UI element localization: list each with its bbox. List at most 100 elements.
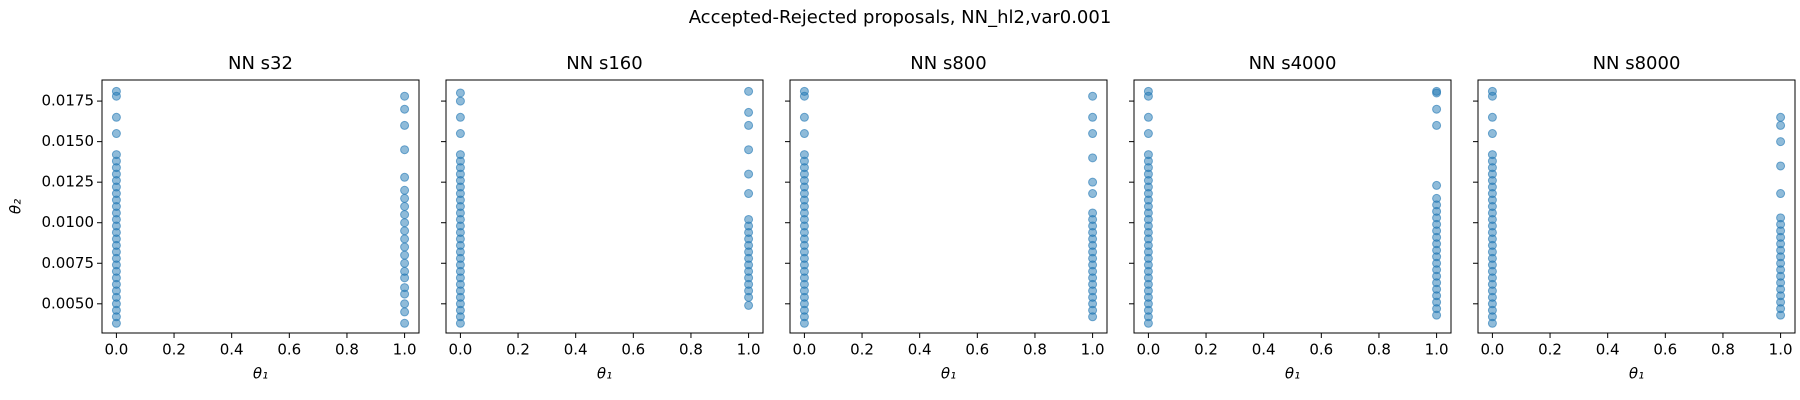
x-tick-label: 1.0 [737,341,761,359]
x-axis-label: θ₁ [253,365,268,383]
x-tick-label: 0.8 [1711,341,1735,359]
point [744,300,754,310]
x-tick-label: 0.2 [1538,341,1562,359]
x-axis-label: θ₁ [941,365,956,383]
point [1432,180,1442,190]
point [1088,91,1098,101]
point [400,104,410,114]
point [1432,120,1442,130]
point [1776,112,1786,122]
point [799,86,809,96]
point [1487,112,1497,122]
point [744,120,754,130]
y-axis-label: θ₂ [7,199,25,214]
x-tick-label: 1.0 [1081,341,1105,359]
point [400,266,410,276]
point [400,250,410,260]
axes-frame [789,79,1108,334]
point [455,112,465,122]
point [400,307,410,317]
point [400,226,410,236]
x-tick-label: 0.8 [1023,341,1047,359]
point [400,91,410,101]
point [744,189,754,199]
point [1432,86,1442,96]
point [1088,129,1098,139]
point [744,107,754,117]
figure-title: Accepted-Rejected proposals, NN_hl2,var0… [689,7,1112,28]
point [1143,112,1153,122]
x-tick-label: 0.0 [448,341,472,359]
x-tick-label: 0.8 [335,341,359,359]
point [1776,137,1786,147]
x-tick-label: 1.0 [393,341,417,359]
x-tick-label: 0.2 [506,341,530,359]
y-tick-label: 0.0075 [42,254,95,272]
point [400,242,410,252]
x-axis-label: θ₁ [597,365,612,383]
y-tick-label: 0.0150 [42,132,95,150]
point [111,112,121,122]
point [744,214,754,224]
x-tick-label: 0.6 [1653,341,1677,359]
point [111,129,121,139]
y-tick-label: 0.0175 [42,92,95,110]
x-tick-label: 0.2 [1194,341,1218,359]
point [1776,189,1786,199]
point [1432,193,1442,203]
point [1776,161,1786,171]
point [1432,104,1442,114]
point [400,210,410,220]
point [400,172,410,182]
point [1776,120,1786,130]
x-axis-label: θ₁ [1285,365,1300,383]
x-tick-label: 1.0 [1425,341,1449,359]
point [400,218,410,228]
point [1487,150,1497,160]
x-tick-label: 0.4 [564,341,588,359]
point [744,145,754,155]
y-tick-label: 0.0125 [42,173,95,191]
point [400,185,410,195]
x-tick-label: 0.6 [965,341,989,359]
point [400,145,410,155]
point [400,258,410,268]
point [455,129,465,139]
point [400,318,410,328]
point [400,120,410,130]
x-tick-label: 0.8 [1367,341,1391,359]
axes-frame [1477,79,1796,334]
x-tick-label: 1.0 [1769,341,1793,359]
axes-title: NN s160 [566,53,642,74]
axes-title: NN s4000 [1249,53,1337,74]
point [799,129,809,139]
point [400,193,410,203]
x-tick-label: 0.0 [104,341,128,359]
y-tick-label: 0.0050 [42,294,95,312]
y-tick-label: 0.0100 [42,213,95,231]
axes-title: NN s8000 [1593,53,1681,74]
x-tick-label: 0.0 [792,341,816,359]
point [400,202,410,211]
point [1143,86,1153,96]
point [400,299,410,309]
point [111,150,121,160]
point [111,86,121,96]
point [455,88,465,98]
axes-frame [445,79,764,334]
axes-title: NN s800 [910,53,986,74]
x-tick-label: 0.0 [1136,341,1160,359]
x-tick-label: 0.8 [679,341,703,359]
point [400,283,410,293]
axes-title: NN s32 [228,53,293,74]
x-tick-label: 0.2 [850,341,874,359]
point [1088,177,1098,187]
point [1487,129,1497,139]
x-tick-label: 0.4 [908,341,932,359]
point [400,234,410,244]
point [1088,189,1098,199]
point [799,150,809,160]
point [1143,129,1153,139]
x-tick-label: 0.2 [162,341,186,359]
point [455,96,465,106]
